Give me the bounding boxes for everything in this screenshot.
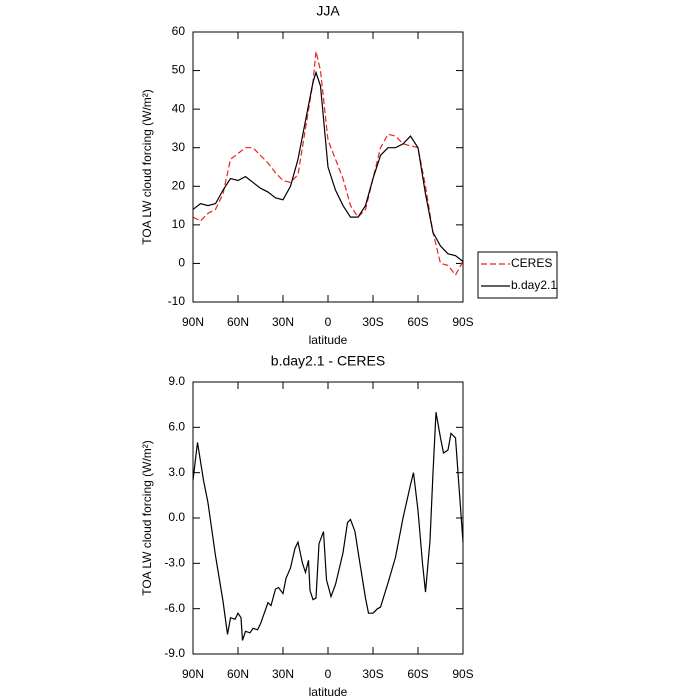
legend-label: b.day2.1 <box>511 278 557 292</box>
x-tick-label: 90N <box>182 315 204 329</box>
data-line <box>192 51 464 277</box>
y-axis-label: TOA LW cloud forcing (W/m²) <box>140 89 154 245</box>
legend-box <box>477 251 558 299</box>
x-tick-label: 90S <box>452 667 473 681</box>
chart-title: b.day2.1 - CERES <box>271 353 385 369</box>
x-tick-label: 0 <box>325 315 332 329</box>
x-tick-label: 90S <box>452 315 473 329</box>
data-line <box>192 412 464 641</box>
data-line <box>192 70 464 262</box>
x-tick-label: 60S <box>407 667 428 681</box>
x-tick-label: 0 <box>325 667 332 681</box>
y-tick-label: -6.0 <box>164 601 185 615</box>
plot-frame <box>192 31 464 303</box>
x-tick-label: 90N <box>182 667 204 681</box>
chart-title: JJA <box>316 3 340 19</box>
y-tick-label: 60 <box>172 24 186 38</box>
y-tick-label: 50 <box>172 63 186 77</box>
y-axis-label: TOA LW cloud forcing (W/m²) <box>140 440 154 596</box>
y-tick-label: 40 <box>172 101 186 115</box>
x-tick-label: 30N <box>272 667 294 681</box>
x-axis-label: latitude <box>309 333 348 347</box>
x-axis-label: latitude <box>309 685 348 699</box>
x-tick-label: 30S <box>362 667 383 681</box>
x-tick-label: 30N <box>272 315 294 329</box>
y-tick-label: -10 <box>168 294 186 308</box>
x-tick-label: 60N <box>227 315 249 329</box>
y-tick-label: 9.0 <box>168 374 185 388</box>
y-tick-label: -3.0 <box>164 556 185 570</box>
legend-label: CERES <box>511 256 552 270</box>
y-tick-label: 0.0 <box>168 510 185 524</box>
y-tick-label: 30 <box>172 140 186 154</box>
y-tick-label: 3.0 <box>168 465 185 479</box>
x-tick-label: 60N <box>227 667 249 681</box>
y-tick-label: 0 <box>178 256 185 270</box>
y-tick-label: 20 <box>172 178 186 192</box>
y-tick-label: -9.0 <box>164 646 185 660</box>
plot-frame <box>192 381 464 655</box>
x-tick-label: 30S <box>362 315 383 329</box>
y-tick-label: 6.0 <box>168 420 185 434</box>
y-tick-label: 10 <box>172 217 186 231</box>
x-tick-label: 60S <box>407 315 428 329</box>
